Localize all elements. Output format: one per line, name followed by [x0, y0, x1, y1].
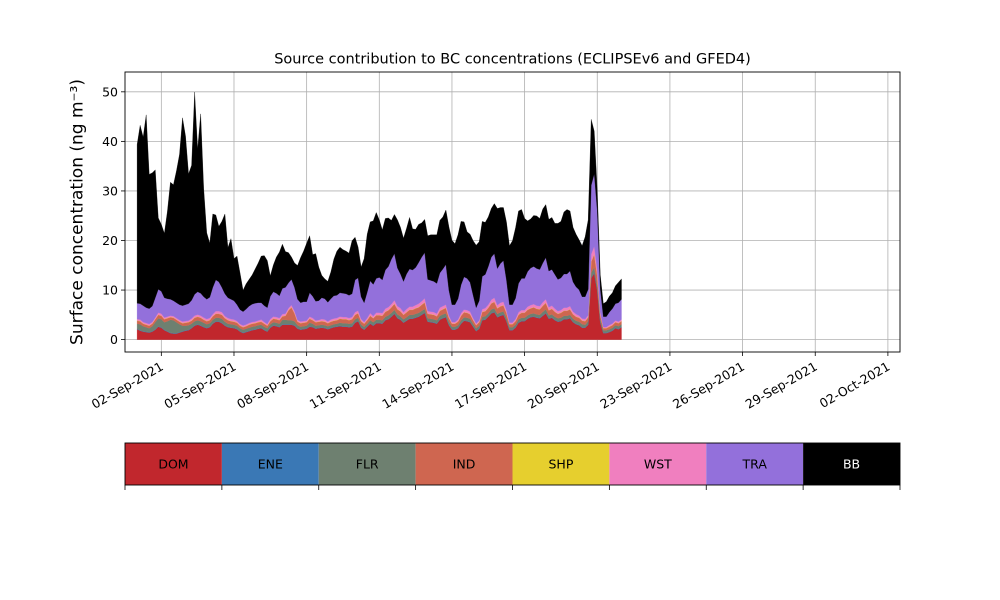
y-tick-label: 50 [102, 84, 118, 99]
x-tick-label: 20-Sep-2021 [525, 359, 602, 412]
colorbar-segment-ene [221, 443, 319, 485]
colorbar-segment-flr [318, 443, 416, 485]
colorbar-label: BB [843, 457, 860, 472]
x-tick-label: 11-Sep-2021 [307, 359, 384, 412]
area-bb [136, 92, 622, 317]
x-tick-label: 05-Sep-2021 [161, 359, 238, 412]
colorbar-label: SHP [549, 457, 574, 472]
colorbar-segment-dom [125, 443, 222, 485]
colorbar-segment-wst [609, 443, 707, 485]
colorbar-label: IND [453, 457, 476, 472]
y-tick-label: 0 [110, 332, 118, 347]
y-tick-label: 30 [102, 183, 118, 198]
x-tick-label: 08-Sep-2021 [234, 359, 311, 412]
y-axis-ticks: 0 10 20 30 40 50 [102, 84, 125, 347]
source-colorbar: DOM ENE FLR IND SHP WST TRA BB [124, 442, 901, 490]
x-tick-label: 02-Sep-2021 [89, 359, 166, 412]
plot-frame [124, 71, 901, 353]
colorbar-segment-ind [415, 443, 513, 485]
colorbar-segment-tra [706, 443, 804, 485]
chart-title: Source contribution to BC concentrations… [274, 52, 751, 68]
colorbar-label: FLR [356, 457, 379, 472]
colorbar-label: ENE [258, 457, 283, 472]
colorbar-label: TRA [742, 457, 768, 472]
y-tick-label: 40 [102, 134, 118, 149]
x-tick-label: 29-Sep-2021 [743, 359, 820, 412]
x-tick-label: 14-Sep-2021 [379, 359, 456, 412]
y-axis-label: Surface concentration (ng m⁻³) [68, 79, 88, 345]
colorbar-segment-shp [512, 443, 610, 485]
y-tick-label: 20 [102, 233, 118, 248]
colorbar-segment-bb [803, 443, 900, 485]
y-tick-label: 10 [102, 283, 118, 298]
colorbar-label: WST [644, 457, 672, 472]
colorbar-label: DOM [158, 457, 188, 472]
x-tick-label: 17-Sep-2021 [452, 359, 529, 412]
x-tick-label: 26-Sep-2021 [670, 359, 747, 412]
x-tick-label: 23-Sep-2021 [597, 359, 674, 412]
x-axis-ticks: 02-Sep-202105-Sep-202108-Sep-202111-Sep-… [89, 352, 893, 412]
stacked-areas [136, 92, 622, 340]
x-tick-label: 02-Oct-2021 [817, 359, 893, 411]
axes-frame [124, 71, 901, 353]
plot-area: 02-Sep-202105-Sep-202108-Sep-202111-Sep-… [89, 71, 901, 412]
